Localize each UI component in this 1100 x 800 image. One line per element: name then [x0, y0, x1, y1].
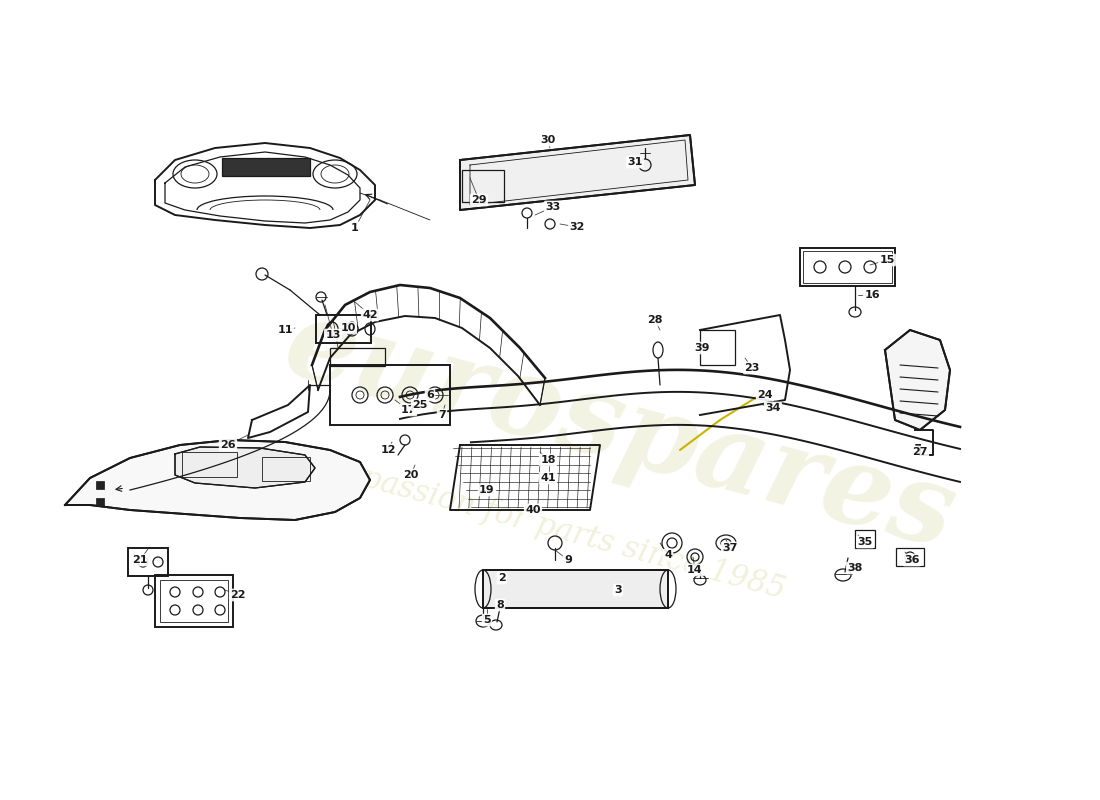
Text: 14: 14 — [688, 565, 703, 575]
Text: 37: 37 — [723, 543, 738, 553]
Text: 27: 27 — [912, 447, 927, 457]
Bar — [803, 251, 892, 283]
Text: 38: 38 — [847, 563, 862, 573]
Bar — [96, 498, 104, 506]
Bar — [155, 575, 233, 627]
Text: 20: 20 — [404, 470, 419, 480]
Text: 34: 34 — [766, 403, 781, 413]
Text: 18: 18 — [540, 455, 556, 465]
Text: 15: 15 — [879, 255, 894, 265]
Bar — [896, 548, 924, 566]
Bar — [96, 481, 104, 489]
Bar — [330, 365, 450, 425]
Text: 21: 21 — [132, 555, 147, 565]
Text: eurospares: eurospares — [274, 289, 967, 571]
Text: 17: 17 — [400, 405, 416, 415]
Text: 1: 1 — [351, 223, 359, 233]
Text: 33: 33 — [546, 202, 561, 212]
Text: 22: 22 — [230, 590, 245, 600]
Text: 4: 4 — [664, 550, 672, 560]
Bar — [855, 530, 875, 548]
Text: 35: 35 — [857, 537, 872, 547]
Text: 39: 39 — [694, 343, 710, 353]
Bar — [483, 570, 668, 608]
Text: 40: 40 — [526, 505, 541, 515]
Bar — [160, 580, 228, 622]
Text: a passion for parts since 1985: a passion for parts since 1985 — [331, 454, 789, 606]
Text: 13: 13 — [326, 330, 341, 340]
Polygon shape — [65, 440, 370, 520]
Text: 8: 8 — [496, 600, 504, 610]
Bar — [330, 348, 385, 366]
Text: 11: 11 — [277, 325, 293, 335]
Text: 23: 23 — [745, 363, 760, 373]
Bar — [800, 248, 895, 286]
Text: 28: 28 — [647, 315, 662, 325]
Bar — [222, 158, 310, 176]
Text: 9: 9 — [564, 555, 572, 565]
Text: 16: 16 — [865, 290, 880, 300]
Text: 10: 10 — [340, 323, 355, 333]
Text: 29: 29 — [471, 195, 487, 205]
Text: 36: 36 — [904, 555, 920, 565]
Text: 19: 19 — [480, 485, 495, 495]
Text: 2: 2 — [498, 573, 506, 583]
Text: 3: 3 — [614, 585, 622, 595]
Text: 32: 32 — [570, 222, 585, 232]
Text: 12: 12 — [381, 445, 396, 455]
Text: 26: 26 — [220, 440, 235, 450]
Bar — [700, 330, 735, 365]
Bar — [483, 570, 668, 608]
Text: 5: 5 — [483, 615, 491, 625]
Text: 41: 41 — [540, 473, 556, 483]
Polygon shape — [886, 330, 950, 430]
Text: 30: 30 — [540, 135, 556, 145]
Text: 6: 6 — [426, 390, 433, 400]
Polygon shape — [460, 135, 695, 210]
Text: 31: 31 — [627, 157, 642, 167]
Bar — [128, 548, 168, 576]
Polygon shape — [175, 447, 315, 488]
Bar — [462, 170, 504, 202]
Text: 25: 25 — [412, 400, 428, 410]
Text: 7: 7 — [438, 410, 446, 420]
Bar — [316, 315, 371, 343]
Bar — [262, 457, 310, 481]
Text: 24: 24 — [757, 390, 773, 400]
Bar — [182, 452, 236, 477]
Text: 42: 42 — [362, 310, 377, 320]
